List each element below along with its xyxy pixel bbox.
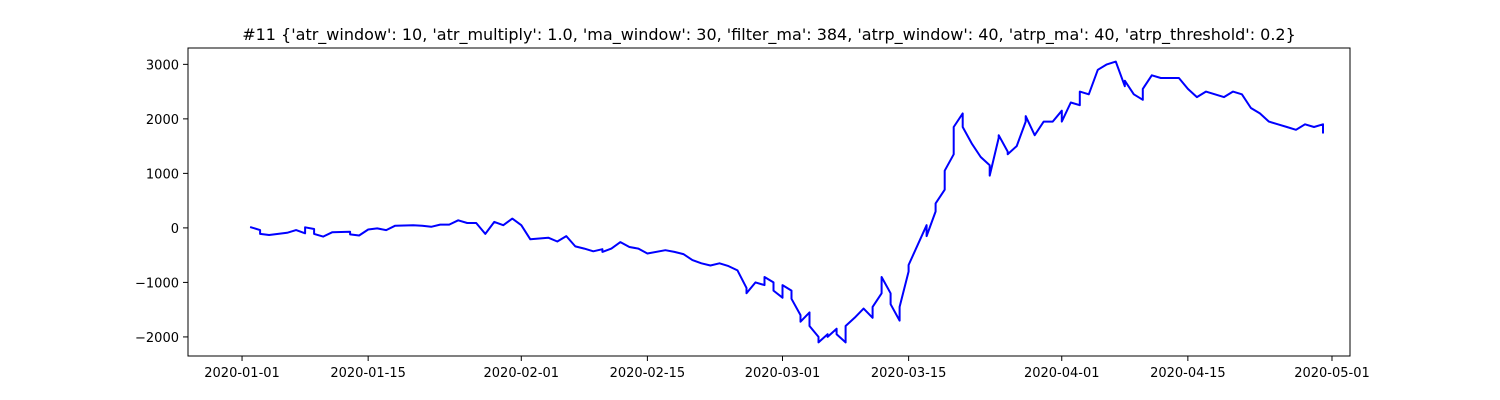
y-tick-label: 2000 (146, 113, 179, 128)
y-tick-label: 0 (171, 222, 179, 237)
y-tick-label: 3000 (146, 58, 179, 73)
x-tick-label: 2020-03-01 (745, 366, 821, 381)
x-tick-label: 2020-03-15 (871, 366, 947, 381)
x-tick-label: 2020-02-15 (610, 366, 686, 381)
x-tick-label: 2020-05-01 (1294, 366, 1370, 381)
x-axis: 2020-01-01 2020-01-15 2020-02-01 2020-02-15… (204, 356, 1370, 381)
x-tick-label: 2020-04-01 (1024, 366, 1100, 381)
y-tick-label: −1000 (135, 276, 179, 291)
x-tick-label: 2020-04-15 (1150, 366, 1226, 381)
x-tick-label: 2020-01-15 (330, 366, 406, 381)
x-tick-label: 2020-01-01 (204, 366, 280, 381)
y-axis: 3000 2000 1000 0 −1000 −2000 (135, 58, 188, 346)
y-tick-label: 1000 (146, 167, 179, 182)
x-tick-label: 2020-02-01 (484, 366, 560, 381)
plot-series (249, 60, 1324, 344)
plot-frame (187, 47, 1351, 357)
series-line (249, 60, 1324, 344)
y-tick-label: −2000 (135, 331, 179, 346)
chart-title: #11 {'atr_window': 10, 'atr_multiply': 1… (242, 25, 1296, 45)
